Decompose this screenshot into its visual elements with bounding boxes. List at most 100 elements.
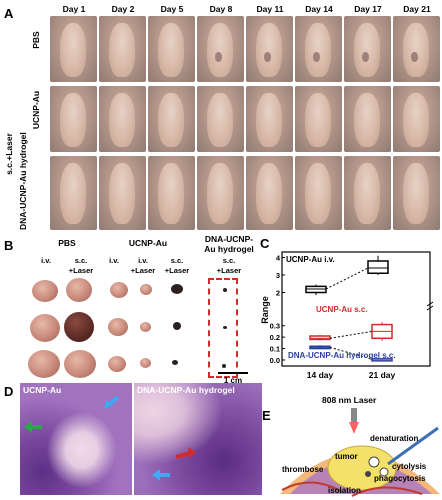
y-tick-label: 0.2 (270, 333, 280, 342)
cell-icon (379, 467, 389, 477)
tumor-sample (223, 288, 227, 292)
needle-icon (387, 426, 439, 466)
mouse-photo (148, 156, 195, 230)
col-label-ucnp-iv: i.v. (109, 256, 119, 265)
panel-a-label: A (4, 6, 14, 21)
red-arrow-icon (175, 447, 196, 459)
tumor-mass (327, 445, 397, 491)
label-isolation: isolation (328, 486, 361, 495)
row-label-ucnp-au: UCNP-Au (31, 90, 41, 130)
mouse-body (109, 92, 136, 147)
mouse-photo (344, 156, 391, 230)
mouse-body (256, 22, 283, 77)
mouse-photo (393, 156, 440, 230)
mouse-photo (246, 16, 293, 82)
day-label: Day 1 (62, 4, 86, 14)
mouse-body (158, 22, 185, 77)
tumor-sample (64, 312, 94, 342)
mouse-photo (50, 16, 97, 82)
day-label: Day 8 (209, 4, 233, 14)
tumor-sample (32, 280, 58, 302)
histology-image-right: DNA-UCNP-Au hydrogel (134, 383, 262, 495)
mouse-body (403, 163, 430, 225)
y-tick-label: 0.0 (270, 356, 280, 365)
trend-line (325, 267, 369, 290)
mouse-body (109, 22, 136, 77)
tumor-sample (66, 278, 92, 302)
axis-break-mark (426, 301, 434, 307)
tumor-sample (223, 326, 227, 329)
mouse-photo (50, 156, 97, 230)
label-phagocytosis: phagocytosis (374, 474, 426, 483)
tumor-sample (110, 282, 128, 298)
trend-line (329, 346, 373, 360)
mouse-photo (99, 16, 146, 82)
scale-bar (218, 372, 248, 374)
mouse-body (207, 22, 234, 77)
panel-c-label: C (260, 236, 270, 251)
row-label-dna-ucnp-au-text: DNA-UCNP-Au hydrogel (18, 132, 28, 230)
mouse-photo (197, 156, 244, 230)
day-label: Day 21 (403, 4, 431, 14)
mouse-photo (50, 86, 97, 152)
mouse-photo (393, 16, 440, 82)
tumor-sample (64, 350, 96, 378)
day-label: Day 5 (160, 4, 184, 14)
mouse-body (109, 163, 136, 225)
x-category-label: 14 day (307, 370, 334, 380)
plot-frame (281, 251, 431, 367)
mouse-photo (295, 86, 342, 152)
label-tumor: tumor (335, 452, 358, 461)
mouse-body (354, 22, 381, 77)
label-thrombose: thrombose (282, 465, 324, 474)
col-label-pbs-iv: i.v. (41, 256, 51, 265)
blue-arrow-icon (152, 469, 170, 481)
axis-break-mark (426, 305, 434, 311)
histology-right-title: DNA-UCNP-Au hydrogel (137, 385, 235, 395)
mouse-body (207, 92, 234, 147)
day-label: Day 17 (354, 4, 382, 14)
blue-arrow-icon (104, 395, 120, 409)
mouse-body (403, 92, 430, 147)
mouse-body (305, 163, 332, 225)
row-label-dna-ucnp-au: DNA-UCNP-Au hydrogel (18, 132, 28, 230)
hydrogel-dashed-box (208, 278, 238, 378)
box-body (367, 260, 389, 274)
green-arrow-icon (24, 421, 42, 433)
tumor-sample (222, 364, 226, 368)
mouse-body (256, 163, 283, 225)
mouse-body (354, 92, 381, 147)
mouse-photo (393, 86, 440, 152)
mouse-body (256, 92, 283, 147)
series-label: DNA-UCNP-Au hydrogel s.c. (288, 351, 396, 360)
mouse-body (60, 22, 87, 77)
mouse-photo (197, 86, 244, 152)
day-label: Day 2 (111, 4, 135, 14)
tumor-sample (172, 360, 178, 365)
tumor-photo-area (26, 276, 264, 384)
panel-b-label: B (4, 238, 14, 253)
group-title-dna-hydrogel: DNA-UCNP- Au hydrogel (204, 234, 254, 254)
mouse-photo (295, 16, 342, 82)
mouse-photo (344, 86, 391, 152)
x-category-label: 21 day (369, 370, 396, 380)
y-axis-label: Range (260, 296, 270, 324)
col-label-ucnp-iv-laser: i.v. +Laser (130, 256, 156, 275)
box-plot-chart: 0.0 0.1 0.2 0.3 2 3 4 Range 14 day 21 day UCNP-Au … (260, 251, 434, 380)
mouse-body (354, 163, 381, 225)
mouse-photo (99, 86, 146, 152)
mouse-photo (197, 16, 244, 82)
tumor-sample (28, 350, 60, 378)
col-label-ucnp-sc-laser: s.c. +Laser (164, 256, 190, 275)
label-cytolysis: cytolysis (392, 462, 427, 471)
histology-image-left: UCNP-Au (20, 383, 132, 495)
mouse-photo (246, 156, 293, 230)
laser-icon (349, 408, 359, 434)
panel-d-label: D (4, 384, 14, 399)
mouse-body (60, 92, 87, 147)
mouse-photo (344, 16, 391, 82)
histology-left-title: UCNP-Au (23, 385, 62, 395)
day-label: Day 11 (256, 4, 284, 14)
tumor-sample (171, 284, 183, 294)
cell-icon (368, 456, 380, 468)
